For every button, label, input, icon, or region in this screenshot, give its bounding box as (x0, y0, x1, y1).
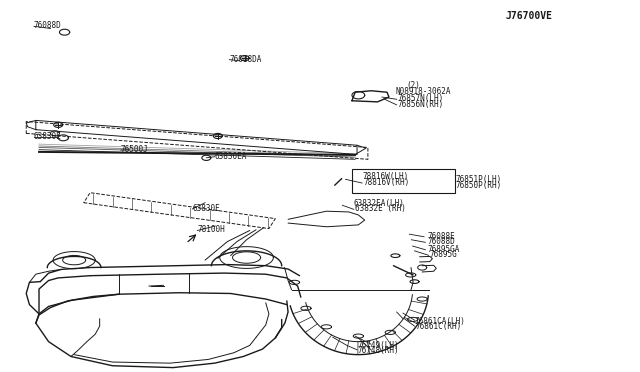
Text: 76748(RH): 76748(RH) (357, 346, 399, 355)
Text: 78816V(RH): 78816V(RH) (364, 178, 410, 187)
Text: 76856N(RH): 76856N(RH) (398, 100, 444, 109)
Text: 76895GA: 76895GA (428, 244, 460, 253)
Text: 76895G: 76895G (430, 250, 458, 259)
Text: 63832EA(LH): 63832EA(LH) (354, 199, 404, 208)
Text: 63830EA: 63830EA (214, 152, 247, 161)
Text: (2): (2) (406, 81, 420, 90)
Text: 76861C(RH): 76861C(RH) (416, 322, 462, 331)
Text: 76088D: 76088D (34, 22, 61, 31)
Text: N08918-3062A: N08918-3062A (396, 87, 451, 96)
Text: 76088DA: 76088DA (229, 55, 262, 64)
Text: 63830E: 63830E (34, 132, 61, 141)
Text: 78100H: 78100H (197, 225, 225, 234)
Text: 76088D: 76088D (428, 237, 455, 246)
Text: 78816W(LH): 78816W(LH) (362, 172, 408, 181)
Text: 76088E: 76088E (428, 231, 455, 241)
Text: 76850P(RH): 76850P(RH) (456, 181, 502, 190)
Text: 76851P(LH): 76851P(LH) (456, 175, 502, 184)
Text: 76857N(LH): 76857N(LH) (398, 94, 444, 103)
Text: J76700VE: J76700VE (505, 10, 552, 20)
Text: 63832E (RH): 63832E (RH) (355, 205, 406, 214)
Text: 63830E: 63830E (192, 204, 220, 213)
Text: 76861CA(LH): 76861CA(LH) (415, 317, 465, 326)
Text: 76749(LH): 76749(LH) (357, 341, 399, 350)
Text: 76500J: 76500J (121, 145, 148, 154)
Bar (352, 169, 456, 193)
